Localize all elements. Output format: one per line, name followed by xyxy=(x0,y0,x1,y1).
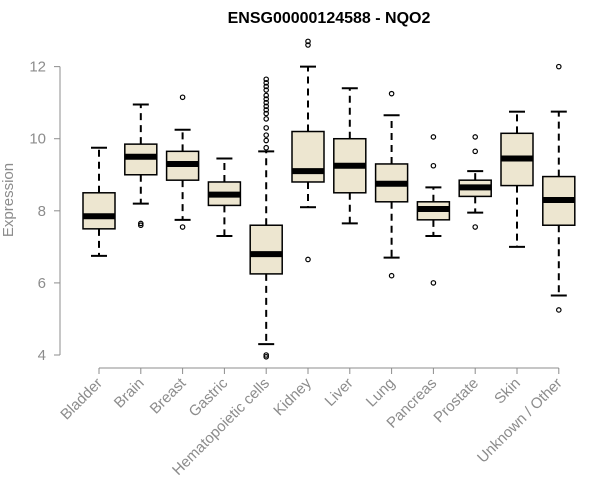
iqr-box xyxy=(291,130,325,183)
y-tick-label: 10 xyxy=(29,131,46,148)
outlier-point xyxy=(263,132,270,138)
x-tick-label: Brain xyxy=(111,375,148,412)
outlier-point xyxy=(263,137,270,144)
box-group xyxy=(165,94,200,230)
outlier-point xyxy=(388,90,395,97)
outlier-point xyxy=(263,352,270,358)
outlier-point xyxy=(263,87,270,93)
outlier-point xyxy=(555,63,562,70)
box-group xyxy=(291,38,325,263)
iqr-box xyxy=(249,224,283,275)
axes: 4 6 8 10 12 xyxy=(29,59,560,374)
outlier-point xyxy=(263,80,270,86)
outlier-point xyxy=(430,280,437,286)
box-group xyxy=(542,63,576,313)
box-group xyxy=(374,90,409,279)
outlier-point xyxy=(263,125,270,131)
x-tick-label: Lung xyxy=(363,375,399,411)
chart-title: ENSG00000124588 - NQO2 xyxy=(228,10,431,27)
outlier-point xyxy=(263,103,270,110)
x-tick-label: Kidney xyxy=(270,374,315,419)
outlier-point xyxy=(263,83,270,90)
outlier-point xyxy=(138,222,144,229)
outlier-point xyxy=(472,224,479,230)
x-tick-label: Prostate xyxy=(430,375,482,427)
x-tick-label: Liver xyxy=(322,375,357,410)
y-axis-label: Expression xyxy=(0,163,17,237)
box-group xyxy=(82,146,116,257)
outlier-point xyxy=(263,110,270,117)
outlier-point xyxy=(263,116,270,122)
outlier-point xyxy=(263,107,270,113)
x-tick-label: Breast xyxy=(147,374,190,417)
y-tick-label: 8 xyxy=(38,203,46,220)
boxes xyxy=(82,38,576,360)
outlier-point xyxy=(430,134,437,140)
outlier-point xyxy=(472,148,479,155)
outlier-point xyxy=(179,94,186,101)
outlier-point xyxy=(555,307,562,313)
y-tick-label: 6 xyxy=(38,275,46,292)
outlier-point xyxy=(305,42,311,48)
outlier-point xyxy=(263,144,270,151)
outlier-point xyxy=(263,92,270,99)
outlier-point xyxy=(263,76,270,83)
outlier-point xyxy=(430,162,437,169)
box-group xyxy=(124,103,158,229)
box-group xyxy=(416,134,451,286)
outlier-point xyxy=(305,38,311,45)
box-group xyxy=(500,110,534,248)
box-group xyxy=(249,76,283,360)
outlier-point xyxy=(263,96,270,102)
outlier-point xyxy=(388,272,395,279)
x-tick-label: Skin xyxy=(491,375,524,408)
x-tick-label: Bladder xyxy=(57,375,106,424)
box-group xyxy=(333,87,367,225)
outlier-point xyxy=(305,256,311,263)
box-group xyxy=(207,157,242,238)
box-group xyxy=(458,134,492,230)
y-tick-label: 4 xyxy=(38,347,46,364)
y-tick-label: 12 xyxy=(29,59,46,76)
outlier-point xyxy=(263,354,270,360)
outlier-point xyxy=(179,224,186,230)
outlier-point xyxy=(138,220,144,227)
outlier-point xyxy=(472,134,479,140)
iqr-box xyxy=(82,192,116,230)
outlier-point xyxy=(263,99,270,106)
